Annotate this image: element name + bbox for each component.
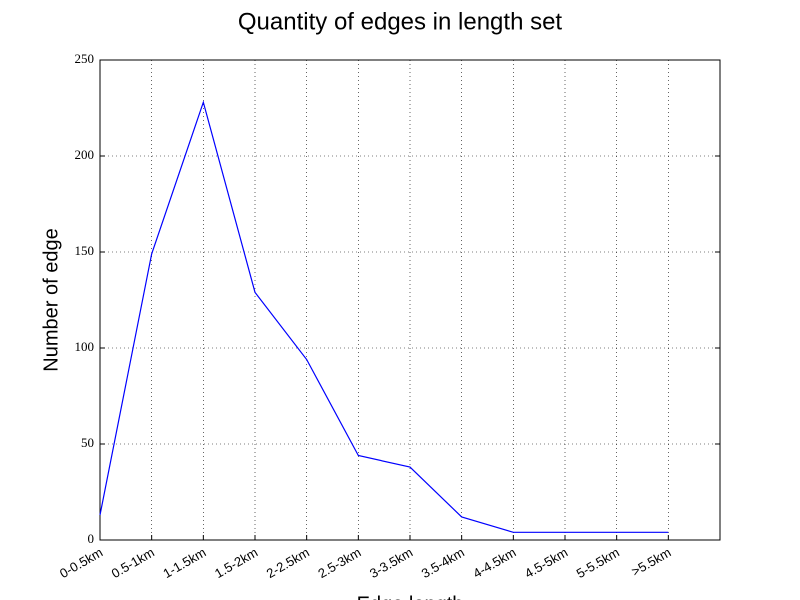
y-tick-label: 250 [75,51,95,66]
y-tick-label: 0 [88,531,95,546]
line [99,100,669,533]
x-axis-label: Edge length [357,593,464,600]
y-tick-label: 50 [81,435,94,450]
y-tick-label: 100 [75,339,95,354]
y-tick-label: 200 [75,147,95,162]
y-axis-label: Number of edge [40,228,62,371]
y-tick-label: 150 [75,243,95,258]
plot-frame [99,59,721,541]
chart-title: Quantity of edges in length set [238,8,563,35]
